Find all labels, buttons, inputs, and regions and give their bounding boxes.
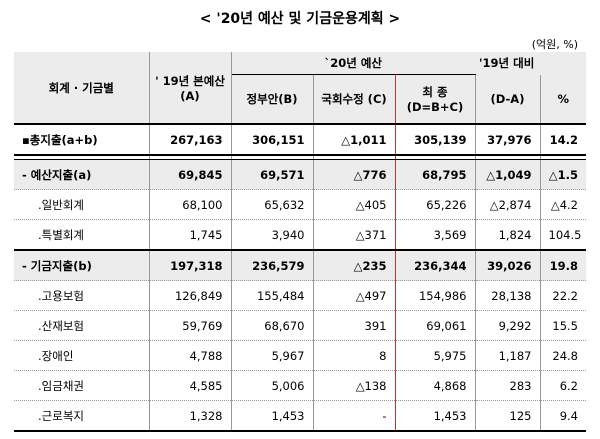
cell-value: 19.8	[540, 250, 586, 281]
cell-value: △776	[312, 159, 396, 190]
row-label: .고용보험	[14, 280, 150, 311]
row-label: .장애인	[14, 340, 150, 371]
header-row-1: 회계 · 기금별 ' 19년 본예산(A) `20년 예산 '19년 대비	[14, 52, 586, 125]
cell-value: 4,788	[149, 340, 232, 371]
cell-value: △1,011	[312, 124, 396, 156]
cell-value: 69,571	[231, 159, 314, 190]
cell-value: △1.5	[540, 159, 586, 190]
cell-value: 154,986	[395, 280, 476, 311]
table-row-disability: .장애인 4,788 5,967 8 5,975 1,187 24.8	[14, 340, 586, 371]
budget-table: 회계 · 기금별 ' 19년 본예산(A) `20년 예산 '19년 대비 정부…	[14, 52, 586, 432]
cell-value: 9.4	[540, 400, 586, 432]
cell-value: 68,100	[149, 189, 232, 220]
cell-value: 125	[475, 400, 541, 432]
cell-value: △138	[312, 370, 396, 401]
cell-value: 14.2	[540, 124, 586, 156]
cell-value: 65,226	[395, 189, 476, 220]
cell-value: 37,976	[475, 124, 541, 156]
cell-value: 155,484	[231, 280, 314, 311]
cell-value: 126,849	[149, 280, 232, 311]
header-diff: (D-A)	[475, 74, 541, 125]
table-row-employment-insurance: .고용보험 126,849 155,484 △497 154,986 28,13…	[14, 280, 586, 311]
cell-value: 5,975	[395, 340, 476, 371]
cell-value: 3,940	[231, 219, 314, 251]
cell-value: 28,138	[475, 280, 541, 311]
row-label: .임금채권	[14, 370, 150, 401]
header-2020-budget: `20년 예산	[231, 52, 475, 75]
table-row-industrial-accident-insurance: .산재보험 59,769 68,670 391 69,061 9,292 15.…	[14, 310, 586, 341]
cell-value: 1,824	[475, 219, 541, 251]
cell-value: 236,344	[395, 250, 476, 281]
cell-value: △497	[312, 280, 396, 311]
cell-value: △4.2	[540, 189, 586, 220]
cell-value: 1,328	[149, 400, 232, 432]
cell-value: -	[312, 400, 396, 432]
cell-value: △371	[312, 219, 396, 251]
page-title: < '20년 예산 및 기금운용계획 >	[199, 11, 401, 27]
cell-value: △1,049	[475, 159, 541, 190]
cell-value: 6.2	[540, 370, 586, 401]
table-row-worker-welfare: .근로복지 1,328 1,453 - 1,453 125 9.4	[14, 400, 586, 432]
cell-value: 4,585	[149, 370, 232, 401]
cell-value: 15.5	[540, 310, 586, 341]
row-label: - 예산지출(a)	[14, 159, 150, 190]
cell-value: 1,453	[231, 400, 314, 432]
cell-value: 236,579	[231, 250, 314, 281]
header-vs-2019: '19년 대비	[475, 52, 586, 75]
cell-value: 69,061	[395, 310, 476, 341]
cell-value: 305,139	[395, 124, 476, 156]
table-row-special-account: .특별회계 1,745 3,940 △371 3,569 1,824 104.5	[14, 219, 586, 251]
header-gov-proposal: 정부안(B)	[231, 74, 314, 125]
cell-value: △235	[312, 250, 396, 281]
row-label: .근로복지	[14, 400, 150, 432]
cell-value: 1,187	[475, 340, 541, 371]
table-row-general-account: .일반회계 68,100 65,632 △405 65,226 △2,874 △…	[14, 189, 586, 220]
cell-value: 39,026	[475, 250, 541, 281]
header-assembly-revision: 국회수정 (C)	[312, 74, 396, 125]
header-final: 최 종 (D=B+C)	[395, 74, 476, 125]
cell-value: 59,769	[149, 310, 232, 341]
cell-value: 69,845	[149, 159, 232, 190]
row-label: ▪총지출(a+b)	[14, 124, 150, 156]
cell-value: 1,745	[149, 219, 232, 251]
row-label: .산재보험	[14, 310, 150, 341]
cell-value: 68,795	[395, 159, 476, 190]
cell-value: 8	[312, 340, 396, 371]
cell-value: 197,318	[149, 250, 232, 281]
cell-value: 24.8	[540, 340, 586, 371]
table-row-wage-claims: .임금채권 4,585 5,006 △138 4,868 283 6.2	[14, 370, 586, 401]
table-row-budget-spending: - 예산지출(a) 69,845 69,571 △776 68,795 △1,0…	[14, 159, 586, 190]
cell-value: 5,967	[231, 340, 314, 371]
row-label: .특별회계	[14, 219, 150, 251]
unit-label: (억원, %)	[531, 38, 578, 51]
cell-value: 267,163	[149, 124, 232, 156]
cell-value: 65,632	[231, 189, 314, 220]
header-percent: %	[540, 74, 586, 125]
cell-value: 104.5	[540, 219, 586, 251]
header-category: 회계 · 기금별	[14, 52, 150, 125]
cell-value: 3,569	[395, 219, 476, 251]
row-label: .일반회계	[14, 189, 150, 220]
cell-value: △2,874	[475, 189, 541, 220]
cell-value: 22.2	[540, 280, 586, 311]
cell-value: 4,868	[395, 370, 476, 401]
cell-value: 283	[475, 370, 541, 401]
header-row-2: 정부안(B) 국회수정 (C) 최 종 (D=B+C) (D-A) %	[14, 74, 586, 125]
table-row-fund-spending: - 기금지출(b) 197,318 236,579 △235 236,344 3…	[14, 250, 586, 281]
cell-value: 5,006	[231, 370, 314, 401]
header-2019-budget: ' 19년 본예산(A)	[149, 52, 232, 125]
table-row-total: ▪총지출(a+b) 267,163 306,151 △1,011 305,139…	[14, 124, 586, 156]
row-label: - 기금지출(b)	[14, 250, 150, 281]
cell-value: 68,670	[231, 310, 314, 341]
cell-value: 391	[312, 310, 396, 341]
cell-value: 306,151	[231, 124, 314, 156]
cell-value: 9,292	[475, 310, 541, 341]
cell-value: △405	[312, 189, 396, 220]
row-gap	[14, 155, 586, 160]
cell-value: 1,453	[395, 400, 476, 432]
